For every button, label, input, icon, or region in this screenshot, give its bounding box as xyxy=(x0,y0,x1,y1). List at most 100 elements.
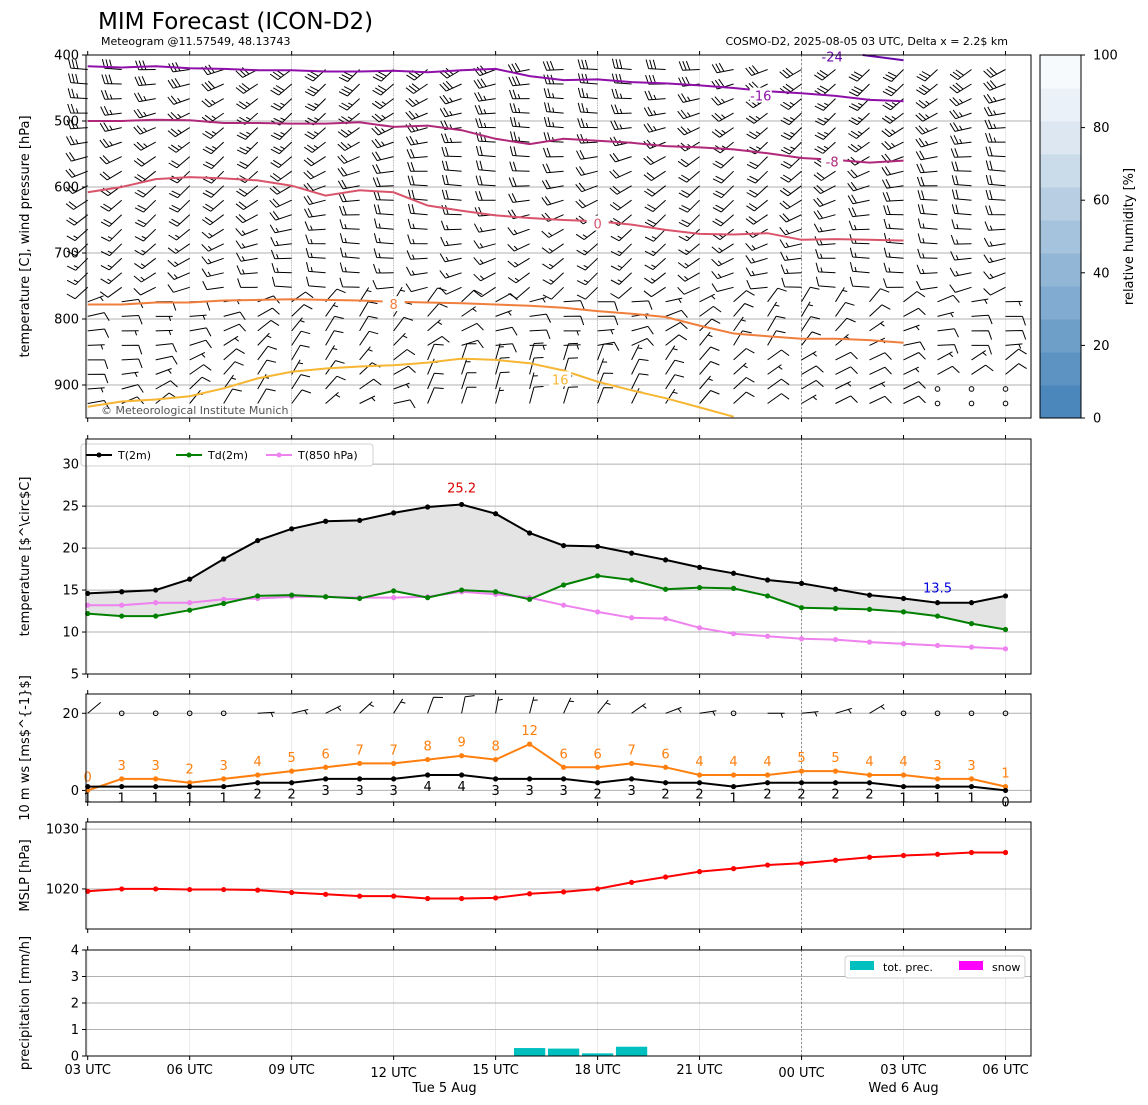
mean-wind-point-5 xyxy=(255,780,261,786)
wind-barb xyxy=(359,301,378,317)
wind-barb xyxy=(236,185,259,197)
wind-barb xyxy=(801,379,824,390)
gust-point-25 xyxy=(934,776,941,782)
wind-barb xyxy=(167,272,190,280)
wind-barb xyxy=(236,156,259,169)
gust-point-23 xyxy=(866,772,873,778)
calm-marker xyxy=(968,400,975,407)
wind-barb xyxy=(407,234,428,245)
precip-bar-14 xyxy=(547,1048,580,1056)
gust-point-3 xyxy=(187,780,193,786)
wind-barb xyxy=(291,344,310,361)
wind-barb xyxy=(427,387,444,404)
wind-barb xyxy=(882,83,904,97)
wind-barb xyxy=(325,315,344,332)
wind-barb xyxy=(270,127,293,141)
wind-barb xyxy=(971,314,993,325)
wind-barb xyxy=(903,366,920,375)
wind-barb xyxy=(814,236,836,246)
legend-label-1: Td(2m) xyxy=(207,449,248,462)
wind-barb xyxy=(835,395,858,404)
wind-barb xyxy=(677,272,700,282)
wind-barb xyxy=(304,141,326,153)
wind-barb xyxy=(611,58,632,70)
wind-barb xyxy=(509,161,530,172)
wind-barb xyxy=(644,199,666,213)
wind-barb xyxy=(869,288,890,303)
wind-barb xyxy=(542,286,564,300)
wind-barb xyxy=(780,264,802,274)
wind-barb xyxy=(915,125,938,135)
wind-barb xyxy=(869,352,892,361)
gust-label-22: 5 xyxy=(831,751,839,766)
mslp-point-17 xyxy=(662,874,669,880)
wind-barb xyxy=(916,163,938,174)
chart-title: MIM Forecast (ICON-D2) xyxy=(98,9,373,35)
wind-barb xyxy=(305,247,326,259)
wind-barb xyxy=(916,264,938,275)
gust-point-15 xyxy=(594,764,601,770)
wind-barb xyxy=(439,94,462,105)
wind-barb xyxy=(529,329,551,340)
series-point-2-26 xyxy=(968,644,975,650)
wind-barb xyxy=(304,69,326,82)
wind-barb xyxy=(746,199,768,212)
upper-frame xyxy=(85,54,1032,419)
wind-barb xyxy=(712,199,734,213)
wind-barb xyxy=(915,98,938,109)
wind-barb xyxy=(745,98,768,109)
wind-barb xyxy=(440,220,462,231)
wind-barb xyxy=(631,344,643,361)
surface-barb-12 xyxy=(495,696,503,714)
wind-barb xyxy=(577,73,598,85)
wind-barb xyxy=(100,199,123,212)
series-point-2-22 xyxy=(832,636,839,643)
wind-barb xyxy=(576,286,598,300)
series-point-0-17 xyxy=(662,557,669,563)
wind-barb xyxy=(937,365,960,375)
series-point-1-7 xyxy=(323,594,329,600)
wind-barb xyxy=(441,146,462,158)
isotherm-label-2: -8 xyxy=(826,156,839,171)
mean-wind-label-1: 1 xyxy=(118,792,126,807)
surface-barb-8 xyxy=(359,701,374,714)
gust-point-1 xyxy=(119,776,125,782)
wind-barb xyxy=(937,311,955,318)
wind-barb xyxy=(542,272,564,285)
gust-point-8 xyxy=(357,760,363,767)
wind-barb xyxy=(835,380,852,390)
wind-barb xyxy=(563,315,585,326)
wind-barb xyxy=(372,164,394,174)
wind-barb xyxy=(100,105,122,116)
wind-barb xyxy=(87,312,110,322)
wind-barb xyxy=(665,297,683,304)
wind-barb xyxy=(291,389,312,404)
humidity-colorbar: 0 20 40 60 80 100 relative humidity [%] xyxy=(1039,49,1137,427)
wind-barb xyxy=(1005,315,1026,326)
series-point-2-15 xyxy=(594,609,601,615)
series-point-1-3 xyxy=(187,607,193,613)
wind-barb xyxy=(644,185,666,197)
wind-barb xyxy=(631,325,654,335)
wind-barb xyxy=(915,137,938,148)
wind-barb xyxy=(325,375,346,390)
wind-barb xyxy=(917,233,938,245)
wind-barb xyxy=(67,88,88,100)
wind-barb xyxy=(745,65,768,76)
wind-barb xyxy=(733,290,755,303)
prec-ytick-label-4: 4 xyxy=(71,944,79,959)
wind-barb xyxy=(665,345,678,361)
wind-barb xyxy=(529,297,547,303)
wind-barb xyxy=(87,344,105,350)
wind-barb xyxy=(745,112,768,124)
wind-barb xyxy=(235,252,258,262)
wind-barb xyxy=(339,233,360,245)
wind-barb xyxy=(745,255,768,264)
series-point-1-23 xyxy=(866,606,873,612)
gust-label-14: 6 xyxy=(559,747,567,762)
mslp-point-15 xyxy=(594,886,601,892)
upper-ytick-label-0: 400 xyxy=(54,49,79,64)
wind-barb xyxy=(303,195,326,205)
date-label-0: Tue 5 Aug xyxy=(412,1081,477,1096)
surface-barb-22 xyxy=(835,707,852,714)
